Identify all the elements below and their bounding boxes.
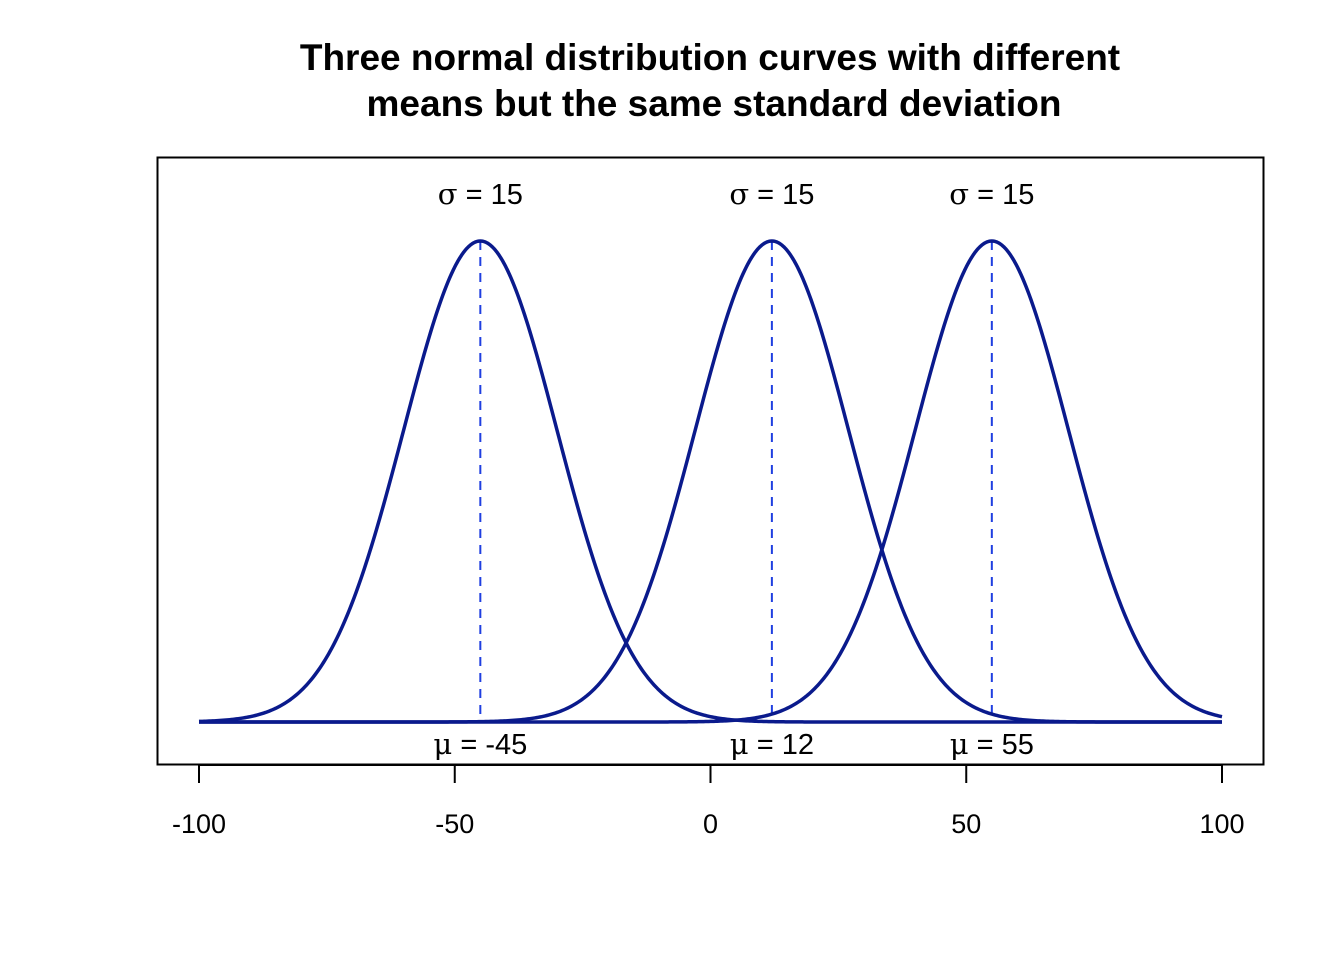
x-tick-label: -100 bbox=[172, 809, 226, 839]
curve-annotations: σ = 15 μ = -45 σ = 15 μ = 12 σ = 15 μ = 55 bbox=[433, 177, 1034, 761]
sigma-symbol: σ bbox=[438, 177, 458, 211]
mu-label-2: μ = 12 bbox=[730, 727, 814, 761]
sigma-label-3: σ = 15 bbox=[949, 177, 1034, 211]
mu-value: = 12 bbox=[749, 729, 814, 761]
density-curve-3 bbox=[198, 239, 1223, 724]
density-curve-1 bbox=[198, 239, 1223, 724]
x-tick-label: 100 bbox=[1199, 809, 1244, 839]
sigma-symbol: σ bbox=[729, 177, 749, 211]
x-tick-label: 0 bbox=[703, 809, 718, 839]
mu-symbol: μ bbox=[730, 727, 749, 761]
mu-label-3: μ = 55 bbox=[950, 727, 1034, 761]
sigma-value: = 15 bbox=[749, 179, 814, 211]
mu-value: = -45 bbox=[452, 729, 527, 761]
x-tick-label: -50 bbox=[435, 809, 474, 839]
chart-title-line-1: Three normal distribution curves with di… bbox=[300, 37, 1120, 78]
mu-symbol: μ bbox=[433, 727, 452, 761]
chart-title-line-2: means but the same standard deviation bbox=[367, 83, 1062, 124]
sigma-value: = 15 bbox=[969, 179, 1034, 211]
mu-label-1: μ = -45 bbox=[433, 727, 527, 761]
x-axis: -100 -50 0 50 100 bbox=[172, 764, 1245, 839]
mu-symbol: μ bbox=[950, 727, 969, 761]
mu-value: = 55 bbox=[969, 729, 1034, 761]
x-tick-label: 50 bbox=[951, 809, 981, 839]
sigma-value: = 15 bbox=[458, 179, 523, 211]
sigma-label-2: σ = 15 bbox=[729, 177, 814, 211]
density-curves bbox=[198, 239, 1223, 724]
sigma-label-1: σ = 15 bbox=[438, 177, 523, 211]
density-curve-2 bbox=[198, 239, 1223, 724]
sigma-symbol: σ bbox=[949, 177, 969, 211]
mean-lines bbox=[479, 241, 993, 722]
plot-frame bbox=[156, 156, 1265, 766]
